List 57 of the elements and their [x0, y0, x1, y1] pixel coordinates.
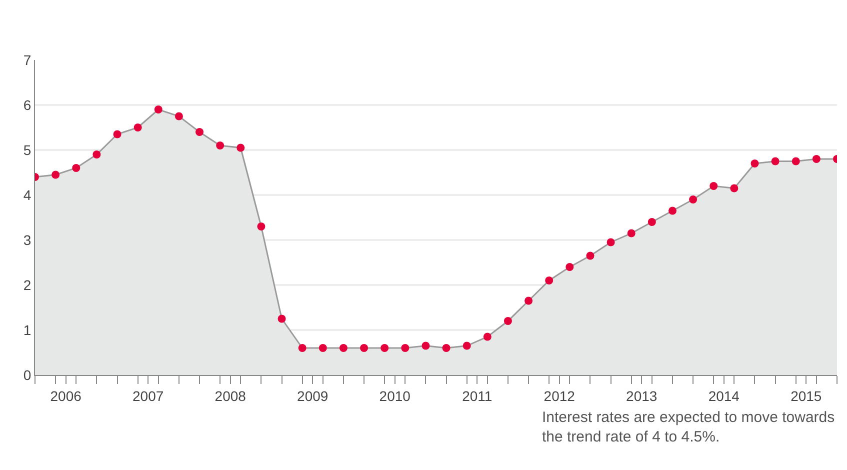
point	[710, 182, 718, 190]
point	[812, 155, 820, 163]
y-tick-label: 3	[23, 232, 32, 248]
x-tick-label: 2013	[626, 388, 658, 404]
point	[524, 296, 533, 305]
point	[278, 314, 286, 323]
point	[566, 263, 574, 271]
point	[318, 344, 327, 352]
point	[380, 344, 389, 352]
y-tick-label: 7	[23, 52, 32, 68]
point	[196, 128, 204, 136]
point	[627, 229, 636, 238]
x-tick-label: 2014	[708, 388, 740, 404]
point	[771, 157, 780, 166]
point	[154, 106, 162, 114]
point	[606, 238, 615, 246]
y-tick-label: 1	[23, 322, 32, 338]
point	[462, 342, 471, 350]
point	[113, 130, 122, 138]
y-tick-label: 6	[23, 96, 32, 113]
x-tick-label: 2010	[379, 388, 411, 404]
x-tick-label: 2006	[50, 388, 82, 404]
x-tick-label: 2011	[462, 388, 492, 404]
point	[298, 344, 306, 352]
x-tick-label: 2012	[544, 388, 576, 404]
point	[689, 196, 698, 204]
point	[134, 124, 142, 132]
point	[442, 344, 450, 352]
point	[339, 344, 348, 352]
point	[586, 252, 594, 260]
point	[648, 218, 656, 226]
y-tick-label: 5	[23, 142, 32, 158]
point	[401, 344, 410, 352]
point	[92, 150, 101, 158]
y-tick-label: 0	[23, 366, 32, 383]
y-tick-label: 4	[23, 186, 32, 203]
point	[52, 170, 60, 179]
point	[792, 157, 800, 166]
point	[216, 142, 224, 150]
x-tick-label: 2015	[790, 388, 822, 404]
point	[545, 276, 554, 284]
text: Interest rates are expected to move towards the trend rate of 4 to 4.5%.	[542, 409, 835, 446]
point	[257, 222, 266, 230]
x-tick-label: 2009	[297, 388, 328, 404]
x-tick-label: 2007	[132, 388, 164, 404]
point	[422, 342, 430, 350]
point	[360, 344, 368, 352]
y-tick-label: 2	[23, 276, 32, 293]
point	[730, 184, 738, 192]
point	[504, 317, 512, 325]
point	[750, 160, 759, 168]
x-tick-label: 2008	[214, 388, 246, 404]
point	[668, 206, 676, 215]
point	[72, 164, 80, 172]
point	[174, 112, 183, 120]
point	[236, 144, 245, 152]
point	[483, 332, 492, 341]
